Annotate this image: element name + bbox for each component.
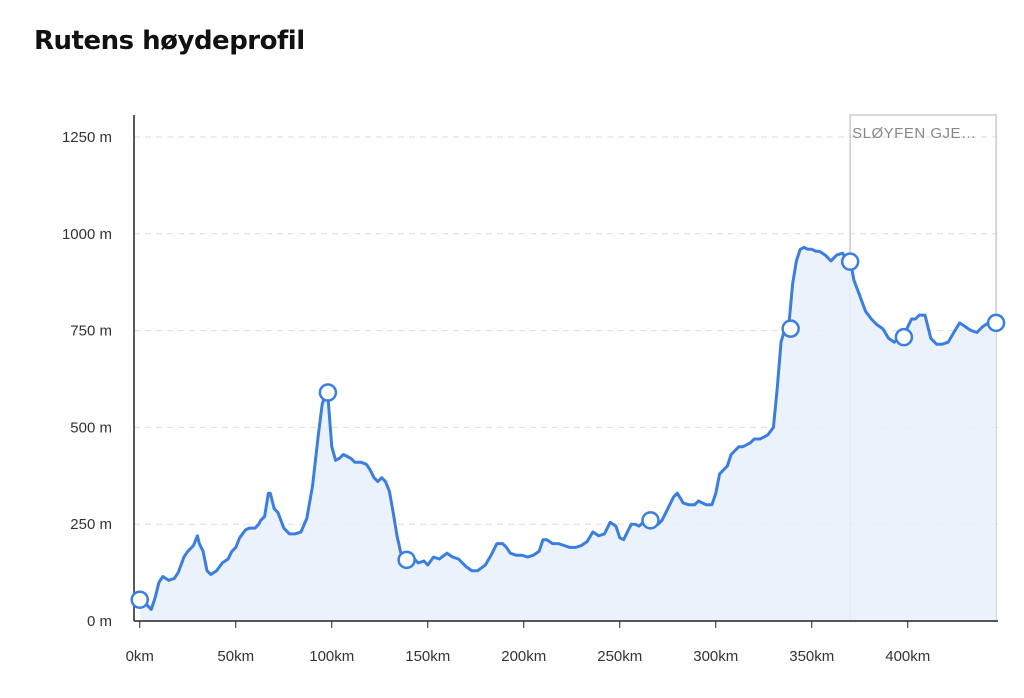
waypoint-marker[interactable] — [894, 327, 914, 347]
waypoint-marker[interactable] — [641, 511, 660, 530]
x-tick-label: 200km — [501, 648, 546, 665]
waypoint-marker[interactable] — [130, 590, 150, 609]
highlight-region-label: SLØYFEN GJE… — [852, 125, 976, 142]
x-axis-labels: 0km 50km 100km 150km 200km 250km 300km 350km 400… — [126, 648, 931, 665]
y-tick-label: 500 m — [70, 419, 112, 436]
x-tick-label: 250km — [597, 648, 642, 665]
waypoint-marker[interactable] — [840, 252, 860, 271]
y-tick-label: 0 m — [87, 613, 112, 630]
waypoint-marker[interactable] — [397, 550, 416, 570]
x-tick-label: 0km — [126, 648, 154, 665]
elevation-line — [138, 245, 998, 611]
waypoint-marker[interactable] — [781, 319, 800, 338]
y-tick-label: 250 m — [70, 516, 112, 533]
waypoint-marker[interactable] — [318, 383, 338, 402]
waypoint-markers[interactable] — [130, 252, 1006, 609]
x-tick-label: 150km — [405, 648, 450, 665]
elevation-fill — [139, 247, 997, 621]
x-tick-label: 350km — [789, 648, 834, 665]
waypoint-marker[interactable] — [986, 313, 1006, 333]
x-tick-label: 100km — [309, 648, 354, 665]
y-axis-labels: 0 m 250 m 500 m 750 m 1000 m 1250 m — [62, 129, 112, 630]
axes — [133, 115, 998, 628]
y-tick-label: 750 m — [70, 323, 112, 340]
elevation-area — [138, 245, 998, 621]
x-tick-label: 50km — [217, 648, 254, 665]
x-tick-label: 300km — [693, 648, 738, 665]
x-tick-label: 400km — [885, 648, 930, 665]
page-title: Rutens høydeprofil — [34, 26, 305, 56]
y-tick-label: 1000 m — [62, 226, 112, 243]
y-tick-label: 1250 m — [62, 129, 112, 146]
